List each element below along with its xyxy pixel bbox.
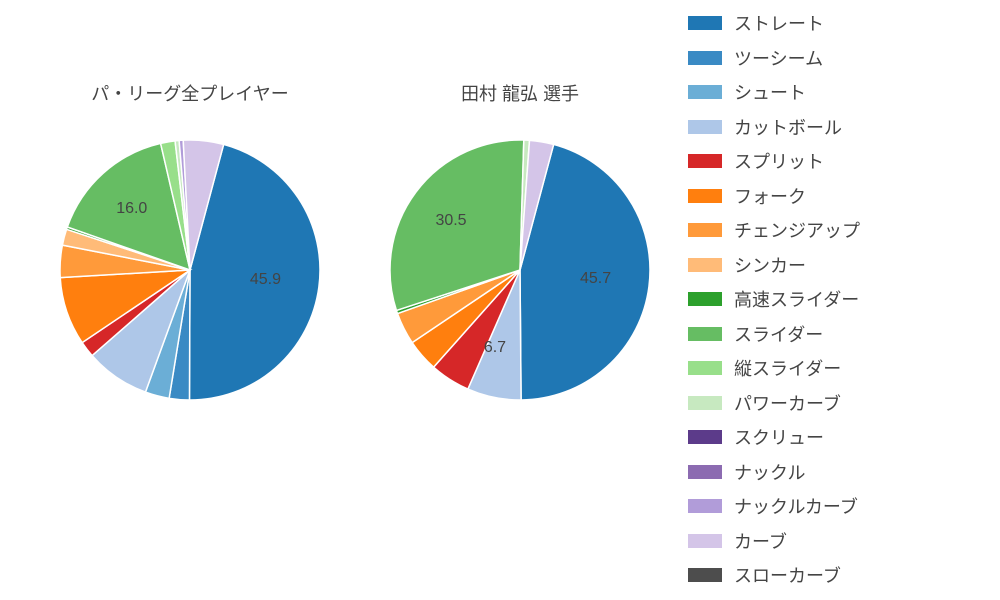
- legend-item: ナックル: [688, 455, 982, 490]
- legend-item: ナックルカーブ: [688, 489, 982, 524]
- legend-swatch: [688, 499, 722, 513]
- legend-item: シンカー: [688, 248, 982, 283]
- legend-item: スライダー: [688, 317, 982, 352]
- slice-label: 45.7: [580, 270, 611, 288]
- chart-area: パ・リーグ全プレイヤー 45.916.0 田村 龍弘 選手 45.76.730.…: [0, 0, 680, 600]
- legend-label: 縦スライダー: [734, 355, 841, 381]
- legend-swatch: [688, 189, 722, 203]
- legend-label: シュート: [734, 79, 806, 105]
- legend-label: チェンジアップ: [734, 217, 860, 243]
- legend-swatch: [688, 223, 722, 237]
- legend-label: 高速スライダー: [734, 286, 859, 312]
- legend-label: シンカー: [734, 252, 806, 278]
- legend-item: フォーク: [688, 179, 982, 214]
- legend-item: スローカーブ: [688, 558, 982, 593]
- legend-swatch: [688, 568, 722, 582]
- legend-label: スプリット: [734, 148, 824, 174]
- legend-swatch: [688, 51, 722, 65]
- legend-item: 縦スライダー: [688, 351, 982, 386]
- legend-swatch: [688, 361, 722, 375]
- legend-label: フォーク: [734, 183, 806, 209]
- legend-item: スプリット: [688, 144, 982, 179]
- legend-label: ツーシーム: [734, 45, 823, 71]
- legend-item: 高速スライダー: [688, 282, 982, 317]
- legend-item: ツーシーム: [688, 41, 982, 76]
- legend-swatch: [688, 396, 722, 410]
- legend-item: ストレート: [688, 6, 982, 41]
- legend-item: カーブ: [688, 524, 982, 559]
- legend-label: スクリュー: [734, 424, 824, 450]
- legend-label: スローカーブ: [734, 562, 841, 588]
- legend-label: カットボール: [734, 114, 842, 140]
- legend-swatch: [688, 534, 722, 548]
- legend-swatch: [688, 258, 722, 272]
- legend-swatch: [688, 85, 722, 99]
- legend-item: パワーカーブ: [688, 386, 982, 421]
- legend-label: ナックルカーブ: [734, 493, 858, 519]
- legend-swatch: [688, 292, 722, 306]
- legend-label: パワーカーブ: [734, 390, 841, 416]
- legend-swatch: [688, 16, 722, 30]
- slice-label: 30.5: [435, 212, 466, 230]
- legend-swatch: [688, 327, 722, 341]
- legend-swatch: [688, 154, 722, 168]
- legend-label: カーブ: [734, 528, 787, 554]
- legend-item: シュート: [688, 75, 982, 110]
- slice-label: 6.7: [484, 339, 506, 357]
- legend-swatch: [688, 465, 722, 479]
- legend-label: ストレート: [734, 10, 824, 36]
- legend-label: ナックル: [734, 459, 805, 485]
- legend-swatch: [688, 120, 722, 134]
- legend-item: スクリュー: [688, 420, 982, 455]
- legend-label: スライダー: [734, 321, 823, 347]
- legend: ストレートツーシームシュートカットボールスプリットフォークチェンジアップシンカー…: [680, 0, 990, 599]
- legend-swatch: [688, 430, 722, 444]
- legend-item: チェンジアップ: [688, 213, 982, 248]
- legend-item: カットボール: [688, 110, 982, 145]
